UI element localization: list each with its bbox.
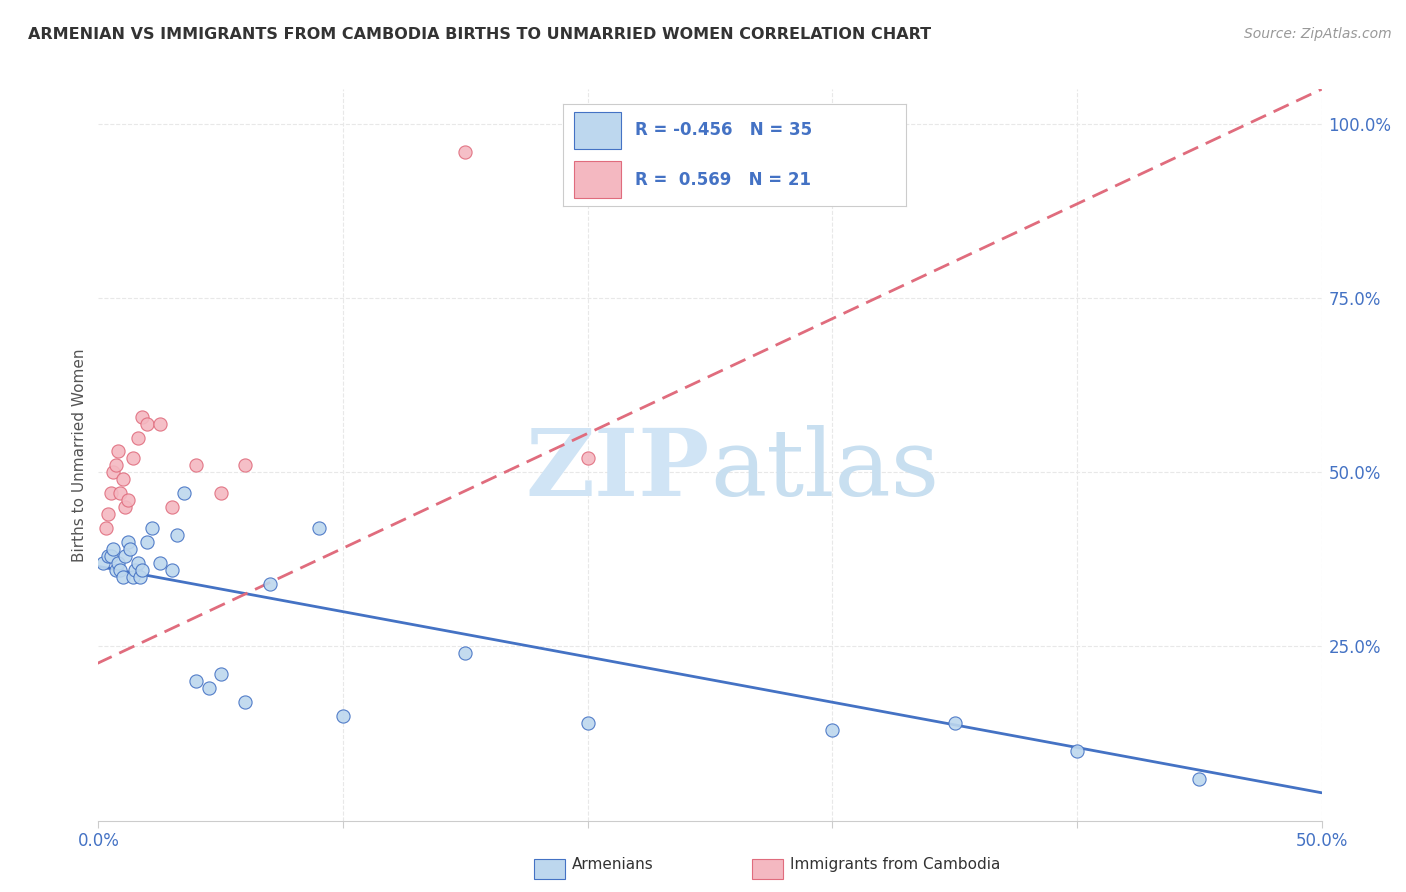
Point xyxy=(97,507,120,521)
Y-axis label: Births to Unmarried Women: Births to Unmarried Women xyxy=(72,348,87,562)
Point xyxy=(454,647,477,661)
Point xyxy=(120,541,142,556)
Point xyxy=(173,486,195,500)
Point xyxy=(117,493,139,508)
Point xyxy=(114,500,136,515)
Point xyxy=(197,681,219,696)
Point xyxy=(100,486,122,500)
Point xyxy=(104,563,127,577)
Point xyxy=(209,667,232,681)
Point xyxy=(454,145,477,159)
Point xyxy=(576,451,599,466)
Text: atlas: atlas xyxy=(710,425,939,515)
Point xyxy=(101,466,124,480)
Point xyxy=(94,521,117,535)
Point xyxy=(308,521,330,535)
Point xyxy=(1188,772,1211,786)
Text: ARMENIAN VS IMMIGRANTS FROM CAMBODIA BIRTHS TO UNMARRIED WOMEN CORRELATION CHART: ARMENIAN VS IMMIGRANTS FROM CAMBODIA BIR… xyxy=(28,27,931,42)
Point xyxy=(160,500,183,515)
Point xyxy=(186,674,208,689)
Point xyxy=(111,472,134,486)
Point xyxy=(111,570,134,584)
Point xyxy=(149,417,172,431)
Point xyxy=(166,528,188,542)
Point xyxy=(97,549,120,563)
Point xyxy=(129,570,152,584)
Point xyxy=(576,716,599,731)
Point xyxy=(104,458,127,473)
Point xyxy=(141,521,163,535)
Point xyxy=(110,563,132,577)
Point xyxy=(136,417,159,431)
Point xyxy=(107,556,129,570)
Point xyxy=(131,409,153,424)
Point xyxy=(127,430,149,444)
Point xyxy=(121,451,143,466)
Point xyxy=(332,709,354,723)
Point xyxy=(186,458,208,473)
Point xyxy=(110,486,132,500)
Point xyxy=(233,458,256,473)
Point xyxy=(121,570,143,584)
Point xyxy=(233,695,256,709)
Point xyxy=(160,563,183,577)
Point xyxy=(127,556,149,570)
Point xyxy=(943,716,966,731)
Point xyxy=(107,444,129,458)
Point xyxy=(101,541,124,556)
Text: Source: ZipAtlas.com: Source: ZipAtlas.com xyxy=(1244,27,1392,41)
Point xyxy=(117,535,139,549)
Point xyxy=(114,549,136,563)
Point xyxy=(91,556,114,570)
Point xyxy=(259,576,281,591)
Point xyxy=(100,549,122,563)
Point xyxy=(131,563,153,577)
Point xyxy=(821,723,844,737)
Point xyxy=(1066,744,1088,758)
Point xyxy=(136,535,159,549)
Text: ZIP: ZIP xyxy=(526,425,710,515)
Text: Armenians: Armenians xyxy=(572,857,654,871)
Point xyxy=(209,486,232,500)
Point xyxy=(149,556,172,570)
Point xyxy=(124,563,146,577)
Text: Immigrants from Cambodia: Immigrants from Cambodia xyxy=(790,857,1001,871)
